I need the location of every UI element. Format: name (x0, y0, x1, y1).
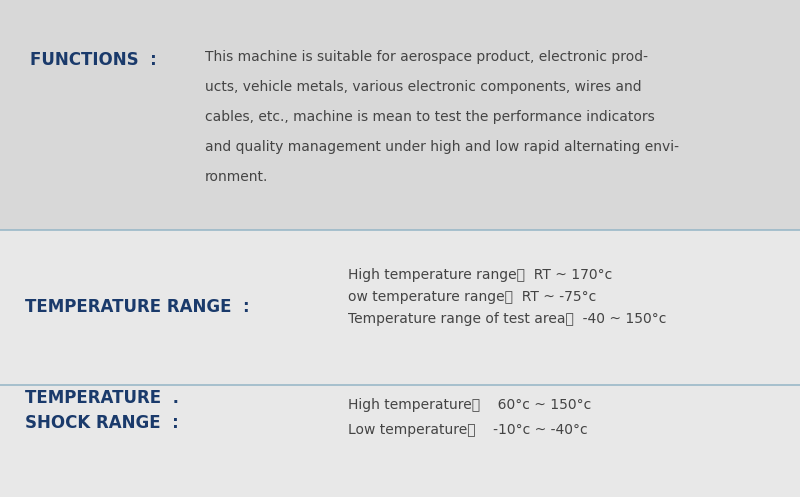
Text: Temperature range of test area：  -40 ~ 150°c: Temperature range of test area： -40 ~ 15… (348, 312, 666, 326)
Text: ucts, vehicle metals, various electronic components, wires and: ucts, vehicle metals, various electronic… (205, 80, 642, 94)
Text: ow temperature range：  RT ~ -75°c: ow temperature range： RT ~ -75°c (348, 290, 596, 304)
Text: cables, etc., machine is mean to test the performance indicators: cables, etc., machine is mean to test th… (205, 110, 654, 124)
Text: and quality management under high and low rapid alternating envi-: and quality management under high and lo… (205, 140, 679, 154)
Text: TEMPERATURE RANGE  :: TEMPERATURE RANGE : (25, 299, 250, 317)
Bar (0, 385, 800, 497)
Text: High temperature range：  RT ~ 170°c: High temperature range： RT ~ 170°c (348, 268, 612, 282)
Text: Low temperature：    -10°c ~ -40°c: Low temperature： -10°c ~ -40°c (348, 423, 588, 437)
Bar (0, 0, 800, 230)
Text: FUNCTIONS  :: FUNCTIONS : (30, 51, 157, 69)
Bar (0, 230, 800, 385)
Text: High temperature：    60°c ~ 150°c: High temperature： 60°c ~ 150°c (348, 398, 591, 412)
Text: ronment.: ronment. (205, 170, 268, 184)
Text: This machine is suitable for aerospace product, electronic prod-: This machine is suitable for aerospace p… (205, 50, 648, 64)
Text: SHOCK RANGE  :: SHOCK RANGE : (25, 414, 178, 432)
Text: TEMPERATURE  .: TEMPERATURE . (25, 389, 179, 407)
